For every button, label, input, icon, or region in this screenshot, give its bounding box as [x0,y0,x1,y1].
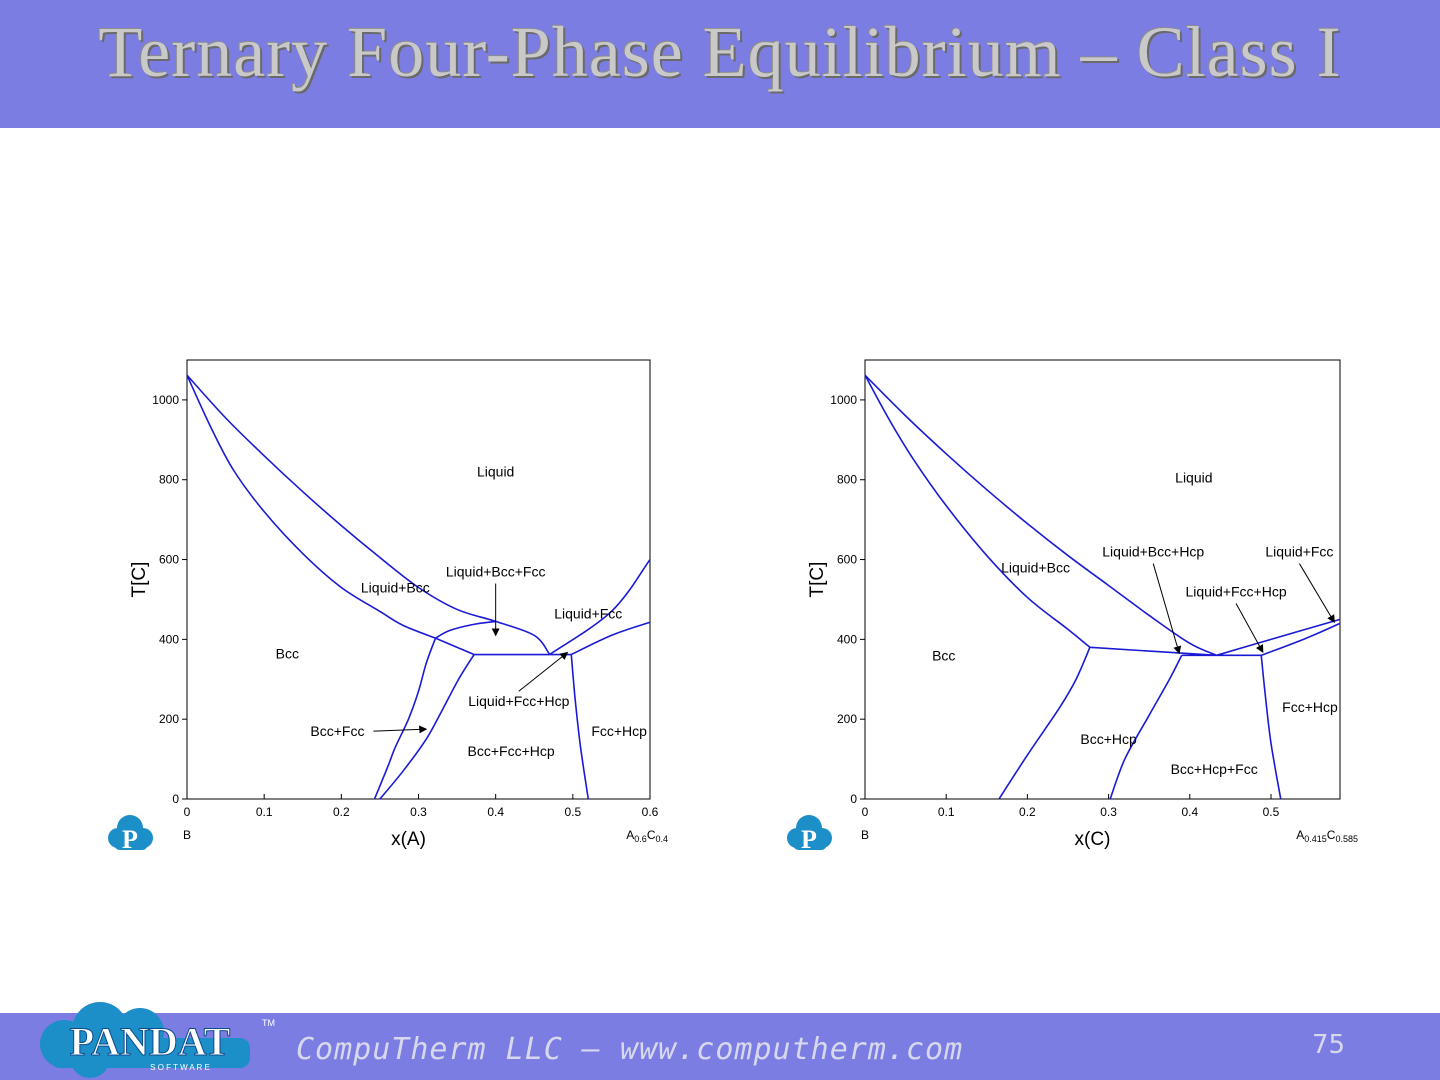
y-tick-label: 0 [850,792,857,806]
x-tick-label: 0.5 [564,805,581,819]
y-tick-label: 200 [159,712,179,726]
phase-boundary-line [998,647,1091,800]
y-tick-label: 0 [172,792,179,806]
phase-boundary-line [864,374,1091,648]
phase-diagram-left: 0 0.1 0.2 0.3 0.4 0.5 0.6 0 200 400 600 800 1000 x(A)… [129,359,668,850]
right-end-label: A0.415C0.585 [1296,828,1358,844]
phase-boundary-line [435,637,475,656]
phase-region-label: Bcc+Fcc [310,723,364,739]
y-tick-label: 1000 [830,393,857,407]
y-tick-label: 400 [837,632,857,646]
pandat-logo: PANDAT S O F T W A R E TM [40,1002,275,1078]
phase-boundary-line [1089,646,1217,657]
phase-boundary-line [549,559,651,656]
phase-diagram-right: 0 0.1 0.2 0.3 0.4 0.5 0 200 400 600 800 1000 x(C) T[C… [807,359,1358,850]
y-tick-label: 600 [159,553,179,567]
phase-region-label: Liquid+Bcc+Hcp [1102,544,1204,560]
phase-region-label: Liquid [1175,470,1212,486]
footer-company-text: CompuTherm LLC – www.computherm.com [296,1032,964,1067]
y-tick-label: 1000 [152,393,179,407]
pandat-p-icon: P [108,815,153,854]
x-tick-label: 0.1 [938,805,955,819]
left-end-label: B [183,828,191,842]
svg-text:TM: TM [262,1018,275,1028]
phase-region-label: Liquid [477,464,514,480]
annotation-arrow [1235,603,1264,654]
annotation-arrow [373,725,428,734]
phase-region-label: Bcc [932,647,955,663]
phase-boundary-line [1216,618,1341,657]
x-tick-label: 0.5 [1263,805,1280,819]
phase-boundary-line [864,374,1217,657]
x-tick-label: 0 [862,805,869,819]
phase-boundary-line [373,637,437,800]
slide-title: Ternary Four-Phase Equilibrium – Class I [98,12,1342,92]
x-tick-label: 0.3 [410,805,427,819]
phase-boundary-line [570,621,651,656]
annotation-arrow [518,651,569,692]
phase-region-label: Bcc [276,645,299,661]
y-tick-label: 400 [159,632,179,646]
phase-boundary-line [186,374,551,656]
phase-boundary-line [186,374,436,639]
y-tick-label: 200 [837,712,857,726]
svg-text:PANDAT: PANDAT [70,1019,231,1064]
phase-boundary-line [1260,655,1282,800]
left-end-label: B [861,828,869,842]
svg-text:P: P [801,825,817,854]
phase-region-label: Liquid+Bcc+Fcc [446,564,546,580]
phase-region-label: Fcc+Hcp [1282,699,1338,715]
annotation-arrow [1298,563,1335,624]
phase-region-label: Liquid+Fcc+Hcp [1185,583,1286,599]
annotation-arrow [1152,563,1182,655]
pandat-p-icon: P [787,815,832,854]
phase-region-label: Bcc+Hcp [1080,731,1137,747]
svg-text:P: P [122,825,138,854]
phase-region-label: Bcc+Fcc+Hcp [468,743,555,759]
plot-frame [864,359,1341,800]
x-tick-label: 0.4 [487,805,504,819]
phase-boundary-line [435,620,496,639]
phase-region-label: Liquid+Bcc [1001,560,1070,576]
y-axis-title: T[C] [129,562,150,598]
y-tick-label: 800 [159,473,179,487]
phase-region-label: Liquid+Fcc+Hcp [468,693,569,709]
phase-boundary-line [1260,622,1341,657]
phase-region-label: Liquid+Fcc [554,605,622,621]
x-tick-label: 0.6 [642,805,659,819]
x-axis-title: x(C) [1075,829,1111,850]
phase-region-label: Fcc+Hcp [591,723,647,739]
right-end-label: A0.6C0.4 [626,828,668,844]
x-tick-label: 0 [184,805,191,819]
y-tick-label: 800 [837,473,857,487]
x-axis-title: x(A) [391,829,426,850]
x-tick-label: 0.4 [1181,805,1198,819]
x-tick-label: 0.1 [256,805,273,819]
phase-region-label: Liquid+Bcc [361,579,430,595]
svg-text:S O F T W A R E: S O F T W A R E [150,1063,210,1072]
phase-boundary-line [1109,654,1183,800]
y-axis-title: T[C] [807,562,828,598]
phase-boundary-line [570,654,590,800]
page-number: 75 [1312,1030,1346,1060]
x-tick-label: 0.3 [1100,805,1117,819]
x-tick-label: 0.2 [333,805,350,819]
phase-region-label: Liquid+Fcc [1265,544,1333,560]
y-tick-label: 600 [837,553,857,567]
phase-region-label: Bcc+Hcp+Fcc [1171,761,1258,777]
phase-boundary-line [379,654,475,800]
x-tick-label: 0.2 [1019,805,1036,819]
title-bar: Ternary Four-Phase Equilibrium – Class I [0,0,1440,128]
